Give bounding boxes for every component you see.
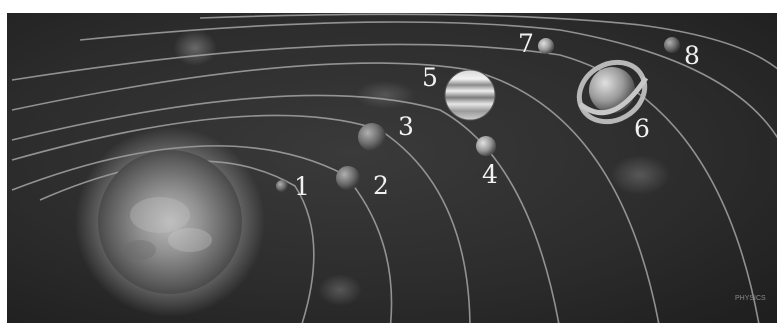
planet-label-2: 2: [373, 171, 389, 200]
sun: [75, 127, 265, 317]
planet-label-1: 1: [294, 172, 310, 201]
planet-mars: [476, 136, 496, 156]
planet-label-8: 8: [684, 41, 700, 70]
nebula-glow: [355, 81, 415, 109]
planet-label-7: 7: [518, 29, 534, 58]
orbit-jupiter: [11, 62, 660, 323]
planet-jupiter: [444, 69, 496, 121]
planet-venus: [336, 166, 360, 190]
planet-uranus: [538, 38, 554, 54]
planet-mercury: [276, 180, 288, 192]
planet-label-3: 3: [398, 112, 414, 141]
orbit-mars: [11, 94, 560, 323]
planet-label-4: 4: [482, 160, 498, 189]
watermark: PHYSICS: [735, 295, 766, 302]
planet-earth: [358, 123, 386, 151]
planet-label-6: 6: [634, 114, 650, 143]
orbit-neptune: [199, 13, 777, 70]
nebula-glow: [610, 155, 670, 195]
planet-saturn: [576, 59, 649, 125]
planet-label-5: 5: [422, 63, 438, 92]
orbit-uranus: [79, 21, 777, 139]
nebula-glow: [173, 30, 217, 66]
planet-neptune: [664, 37, 680, 53]
nebula-glow: [318, 274, 362, 306]
